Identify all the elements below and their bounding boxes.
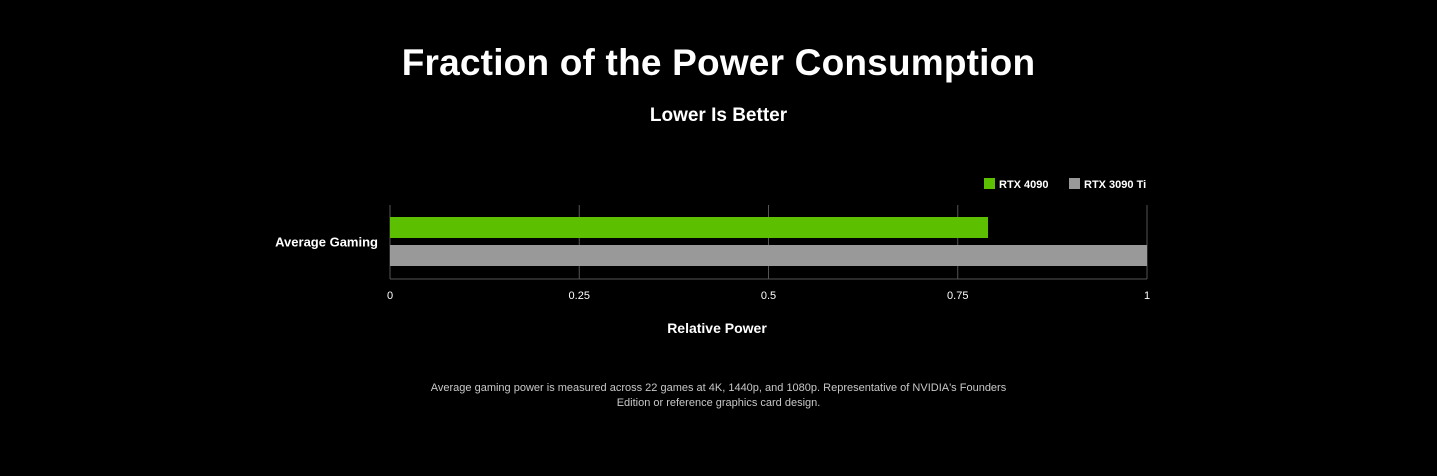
x-tick-label: 0.25 <box>569 290 590 302</box>
gridlines <box>389 205 1148 280</box>
x-tick-label: 1 <box>1144 290 1150 302</box>
legend-swatch-rtx-3090-ti <box>1069 178 1080 189</box>
bar-rtx-4090 <box>390 217 989 238</box>
category-label: Average Gaming <box>275 235 378 250</box>
x-axis-label: Relative Power <box>667 320 767 336</box>
footnote: Average gaming power is measured across … <box>0 381 1437 411</box>
legend-label: RTX 3090 Ti <box>1084 179 1146 191</box>
x-tick-labels: 0 0.25 0.5 0.75 1 <box>387 290 1150 302</box>
footnote-line-1: Average gaming power is measured across … <box>430 382 1007 394</box>
x-tick-label: 0.5 <box>761 290 776 302</box>
footnote-line-2: Edition or reference graphics card desig… <box>616 397 821 409</box>
chart-title: Fraction of the Power Consumption <box>401 42 1036 83</box>
x-tick-label: 0 <box>387 290 393 302</box>
category-labels: Average Gaming <box>275 235 378 250</box>
chart-subtitle: Lower Is Better <box>649 105 788 126</box>
legend-label: RTX 4090 <box>999 179 1049 191</box>
bars <box>390 217 1147 266</box>
bar-rtx-3090-ti <box>390 245 1147 266</box>
legend-swatch-rtx-4090 <box>984 178 995 189</box>
legend: RTX 4090 RTX 3090 Ti <box>984 178 1146 191</box>
x-tick-label: 0.75 <box>947 290 968 302</box>
